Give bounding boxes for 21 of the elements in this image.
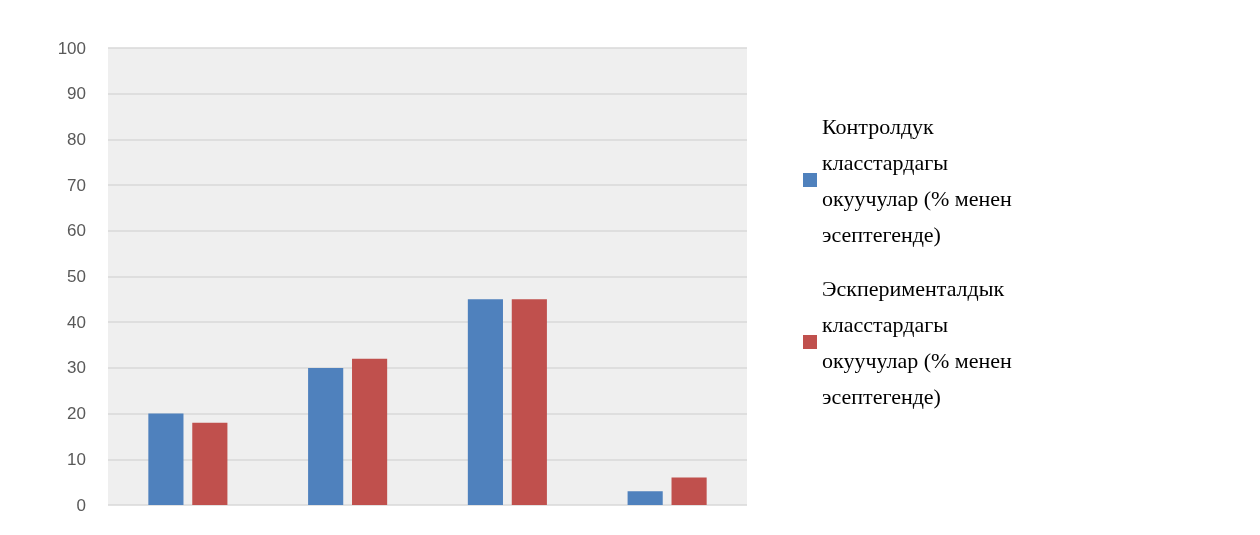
legend-label: Контролдук класстардагы окуучулар (% менен эсептегенде) bbox=[822, 113, 1018, 247]
y-tick-label: 80 bbox=[67, 129, 86, 149]
y-tick-label: 60 bbox=[67, 221, 86, 241]
bar bbox=[467, 299, 503, 505]
bar bbox=[148, 413, 184, 505]
y-tick-label: 90 bbox=[67, 84, 86, 104]
bar bbox=[671, 477, 707, 505]
y-tick-label: 40 bbox=[67, 312, 86, 332]
y-tick-label: 30 bbox=[67, 358, 86, 378]
bar bbox=[352, 358, 388, 505]
y-tick-label: 20 bbox=[67, 404, 86, 424]
bar bbox=[511, 299, 547, 505]
y-tick-label: 100 bbox=[57, 38, 86, 58]
y-tick-label: 70 bbox=[67, 175, 86, 195]
bar bbox=[308, 367, 344, 505]
y-tick-label: 10 bbox=[67, 449, 86, 469]
y-tick-label: 50 bbox=[67, 267, 86, 286]
y-tick-label: 0 bbox=[76, 495, 86, 515]
bar bbox=[627, 491, 663, 505]
bar bbox=[192, 422, 228, 505]
legend-label: Эскперименталдык класстардагы окуучулар (% менен эсептегенде) bbox=[822, 275, 1018, 409]
